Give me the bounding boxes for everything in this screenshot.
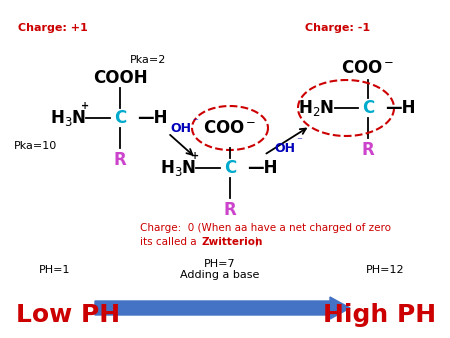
Text: ⁻: ⁻ [296,136,302,146]
Text: H$_2$N: H$_2$N [298,98,334,118]
Text: C: C [224,159,236,177]
Text: Adding a base: Adding a base [180,270,260,280]
Text: Pka=2: Pka=2 [130,55,166,65]
Text: Charge: -1: Charge: -1 [305,23,370,33]
Text: —H: —H [247,159,277,177]
Text: C: C [114,109,126,127]
Text: PH=12: PH=12 [366,265,404,275]
Text: OH: OH [274,142,295,154]
Text: Charge: +1: Charge: +1 [18,23,88,33]
FancyArrow shape [95,297,350,319]
Text: R: R [224,201,236,219]
Text: C: C [362,99,374,117]
Text: OH: OH [170,121,191,135]
Text: ): ) [254,237,258,247]
Text: High PH: High PH [324,303,436,327]
Text: —H: —H [137,109,167,127]
Text: COO$^-$: COO$^-$ [341,59,395,77]
Text: Zwitterion: Zwitterion [202,237,263,247]
Text: R: R [362,141,374,159]
Text: R: R [113,151,126,169]
Text: Charge:  0 (When aa have a net charged of zero: Charge: 0 (When aa have a net charged of… [140,223,391,233]
Text: ⁻: ⁻ [192,117,198,127]
Text: PH=7: PH=7 [204,259,236,269]
Text: Low PH: Low PH [16,303,120,327]
Text: +: + [81,101,89,111]
Text: +: + [191,151,199,161]
Text: its called a: its called a [140,237,200,247]
Text: Pka=10: Pka=10 [14,141,57,151]
Text: H$_3$N: H$_3$N [50,108,86,128]
Text: —H: —H [385,99,415,117]
Text: COOH: COOH [93,69,147,87]
Text: H$_3$N: H$_3$N [160,158,196,178]
Text: COO$^-$: COO$^-$ [203,119,256,137]
Text: PH=1: PH=1 [39,265,71,275]
